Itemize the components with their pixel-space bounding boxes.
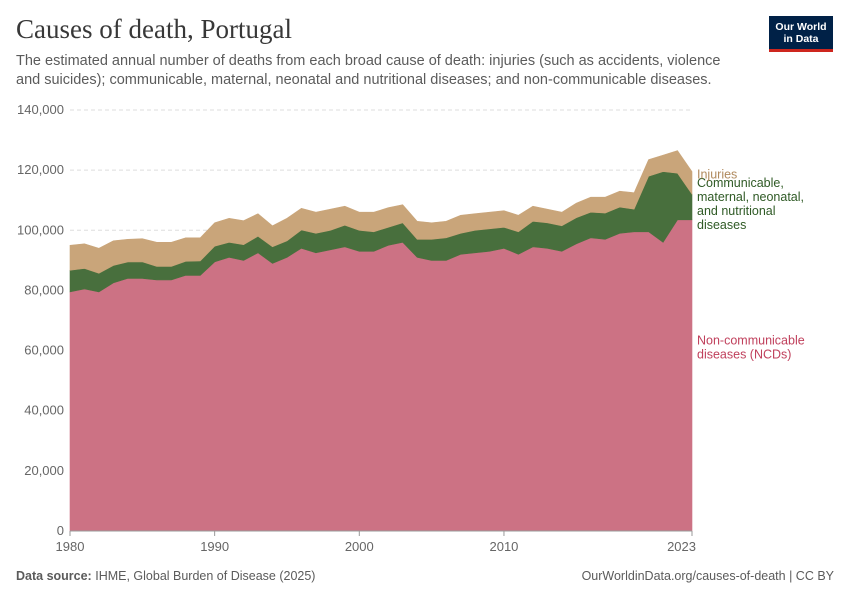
- data-source-text[interactable]: IHME, Global Burden of Disease (2025): [95, 569, 316, 583]
- y-tick-label: 20,000: [24, 463, 64, 478]
- logo-line-1: Our World: [775, 21, 827, 33]
- source-url[interactable]: OurWorldinData.org/causes-of-death | CC …: [581, 569, 834, 583]
- x-tick-label: 2023: [667, 539, 696, 554]
- x-tick-label: 2010: [489, 539, 518, 554]
- y-tick-label: 140,000: [17, 102, 64, 117]
- y-tick-label: 40,000: [24, 403, 64, 418]
- series-label-communicable: Communicable,: [697, 176, 784, 190]
- series-label-injuries: Injuries: [697, 168, 737, 182]
- series-label-communicable: diseases: [697, 218, 746, 232]
- series-label-ncd: Non-communicable: [697, 333, 805, 347]
- area-injuries: [69, 150, 693, 274]
- chart-title: Causes of death, Portugal: [16, 14, 292, 44]
- y-tick-label: 100,000: [17, 222, 64, 237]
- y-tick-label: 120,000: [17, 162, 64, 177]
- x-tick-label: 1980: [56, 539, 85, 554]
- x-tick-label: 1990: [200, 539, 229, 554]
- y-tick-label: 60,000: [24, 343, 64, 358]
- y-tick-label: 80,000: [24, 282, 64, 297]
- series-label-ncd: diseases (NCDs): [697, 347, 791, 361]
- chart-subtitle: The estimated annual number of deaths fr…: [16, 53, 721, 88]
- x-tick-label: 2000: [345, 539, 374, 554]
- series-label-communicable: and nutritional: [697, 204, 776, 218]
- owid-logo[interactable]: Our World in Data: [769, 16, 833, 52]
- data-source-label: Data source:: [16, 569, 92, 583]
- data-source: Data source: IHME, Global Burden of Dise…: [16, 569, 315, 583]
- logo-line-2: in Data: [783, 33, 819, 45]
- series-label-communicable: maternal, neonatal,: [697, 190, 804, 204]
- y-tick-label: 0: [57, 523, 64, 538]
